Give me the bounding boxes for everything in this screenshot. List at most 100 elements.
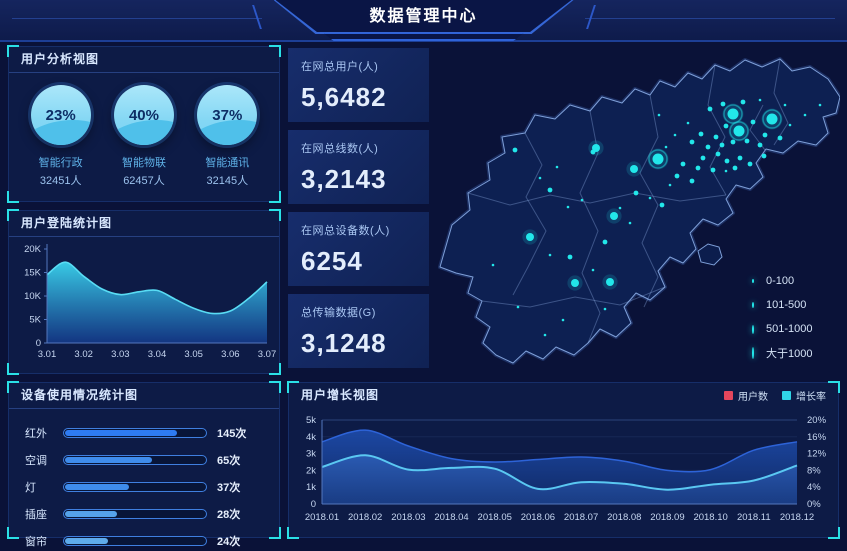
panel-title-user-analysis: 用户分析视图 [9, 47, 279, 73]
device-bar-track [63, 482, 207, 492]
svg-text:2k: 2k [306, 465, 316, 476]
stat-value: 6254 [301, 246, 363, 276]
svg-text:3k: 3k [306, 449, 316, 460]
device-bar-value: 37次 [217, 482, 241, 494]
gauge: 37% 智能通讯 32145人 [191, 85, 263, 188]
stat-card: 总传输数据(G) 3,1248 [288, 294, 429, 368]
svg-text:20%: 20% [807, 415, 827, 426]
map-legend-label: 0-100 [766, 275, 795, 287]
stat-label: 在网总设备数(人) [301, 225, 390, 237]
svg-text:3.04: 3.04 [148, 349, 167, 360]
device-bar-value: 28次 [217, 509, 241, 521]
svg-text:4%: 4% [807, 482, 821, 493]
header-title-plate [273, 0, 574, 34]
map-inner-borders [467, 58, 789, 344]
legend-item[interactable]: 增长率 [782, 388, 826, 403]
device-bar-value: 24次 [217, 536, 241, 548]
svg-text:16%: 16% [807, 432, 827, 443]
map-legend-dot [752, 347, 754, 359]
gauge-count: 62457人 [123, 175, 165, 187]
svg-text:2018.03: 2018.03 [391, 512, 425, 523]
map-legend-label: 101-500 [766, 299, 807, 311]
gauge-percent: 40% [128, 106, 159, 124]
device-bar-label: 空调 [25, 455, 47, 467]
gauge-label: 智能行政 [38, 157, 83, 169]
device-bar-label: 灯 [25, 482, 36, 494]
gauge-circle: 23% [30, 85, 91, 145]
svg-text:8%: 8% [807, 465, 821, 476]
province-map: 0-100 101-500 501-1000 大于1000 [430, 45, 842, 375]
device-bar-fill [65, 457, 152, 463]
svg-text:10K: 10K [24, 291, 42, 302]
device-bar-label: 插座 [25, 509, 47, 521]
svg-text:5k: 5k [306, 415, 316, 426]
page-title: 数据管理中心 [369, 8, 478, 25]
header: 数据管理中心 [0, 0, 847, 42]
device-bar-fill [65, 511, 117, 517]
map-legend-row: 101-500 [752, 293, 813, 317]
svg-text:3.06: 3.06 [221, 349, 240, 360]
map-legend-dot [752, 302, 754, 308]
device-bar-fill [65, 430, 177, 436]
device-bar-fill [65, 484, 130, 490]
svg-text:2018.08: 2018.08 [607, 512, 641, 523]
device-bar-track [63, 509, 207, 519]
map-legend-dot [752, 324, 754, 334]
gauge-count: 32145人 [206, 175, 249, 187]
svg-text:2018.05: 2018.05 [478, 512, 512, 523]
map-legend-label: 大于1000 [766, 348, 813, 360]
stat-value: 3,1248 [301, 328, 387, 358]
map-island [697, 243, 723, 266]
svg-text:4k: 4k [306, 432, 316, 443]
svg-text:2018.09: 2018.09 [650, 512, 684, 523]
map-legend-label: 501-1000 [766, 323, 813, 335]
gauge-percent: 37% [212, 106, 243, 124]
gauge-circle: 40% [113, 85, 174, 145]
device-bar-fill [65, 538, 109, 544]
stat-value: 3,2143 [301, 164, 387, 194]
device-bar-track [63, 536, 207, 546]
header-accent-line-right [585, 18, 835, 19]
device-bar-label: 红外 [25, 428, 47, 440]
svg-text:3.07: 3.07 [258, 349, 277, 360]
stat-card: 在网总设备数(人) 6254 [288, 212, 429, 286]
gauge: 23% 智能行政 32451人 [25, 85, 97, 188]
svg-text:1k: 1k [306, 482, 316, 493]
svg-text:2018.01: 2018.01 [305, 512, 339, 523]
device-bar-row: 窗帘 24次 [25, 531, 263, 551]
svg-text:3.03: 3.03 [111, 349, 130, 360]
map-svg [438, 57, 842, 365]
growth-legend: 用户数 增长率 [724, 383, 826, 408]
legend-label: 用户数 [738, 392, 768, 403]
stat-label: 在网总线数(人) [301, 143, 379, 155]
gauge-label: 智能物联 [121, 157, 166, 169]
device-bar-row: 插座 28次 [25, 504, 263, 524]
map-legend-row: 0-100 [752, 269, 813, 293]
svg-text:2018.12: 2018.12 [780, 512, 814, 523]
stat-label: 总传输数据(G) [301, 307, 376, 319]
panel-device-usage: 设备使用情况统计图 红外 145次 空调 65次 灯 37次 插座 [7, 381, 281, 548]
stat-value: 5,6482 [301, 82, 387, 112]
svg-text:12%: 12% [807, 449, 827, 460]
map-legend: 0-100 101-500 501-1000 大于1000 [752, 269, 813, 365]
gauge-label: 智能通讯 [205, 157, 250, 169]
legend-item[interactable]: 用户数 [724, 388, 768, 403]
svg-text:2018.06: 2018.06 [521, 512, 555, 523]
svg-text:3.05: 3.05 [184, 349, 203, 360]
panel-title-login-stats: 用户登陆统计图 [9, 211, 279, 237]
device-bar-track [63, 455, 207, 465]
device-bar-row: 空调 65次 [25, 450, 263, 470]
legend-swatch [782, 391, 791, 400]
device-bar-label: 窗帘 [25, 536, 47, 548]
legend-label: 增长率 [796, 392, 826, 403]
panel-user-analysis: 用户分析视图 23% 智能行政 32451人 40% 智能物联 62457人 3… [7, 45, 281, 203]
device-bar-list: 红外 145次 空调 65次 灯 37次 插座 28次 [9, 409, 279, 551]
svg-text:0: 0 [311, 499, 316, 510]
svg-text:0%: 0% [807, 499, 821, 510]
svg-text:20K: 20K [24, 244, 42, 255]
gauge-count: 32451人 [39, 175, 82, 187]
panel-login-stats: 用户登陆统计图 0 5K 10K 15K 20K 3.01 3.02 3.03 3.04 3.05… [7, 209, 281, 375]
svg-text:2018.10: 2018.10 [693, 512, 727, 523]
svg-text:15K: 15K [24, 268, 42, 279]
svg-text:2018.07: 2018.07 [564, 512, 598, 523]
